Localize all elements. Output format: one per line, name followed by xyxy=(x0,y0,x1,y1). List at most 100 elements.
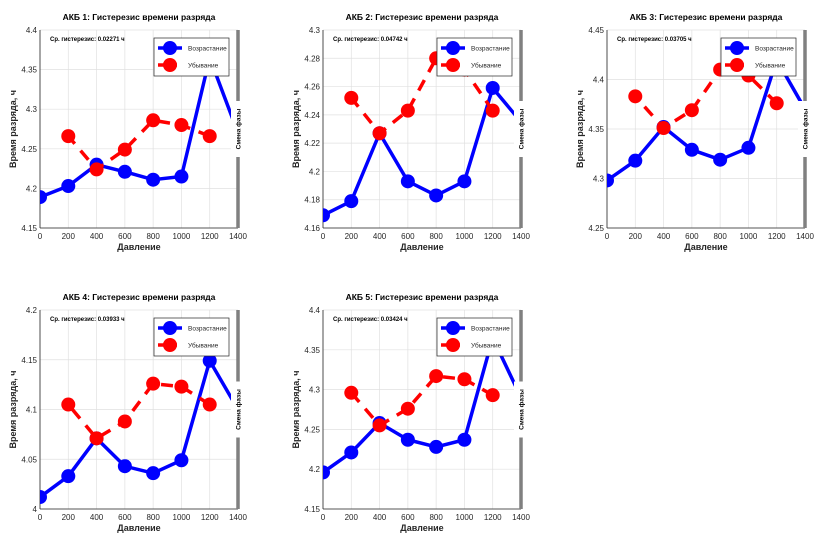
y-tick-label: 4.3 xyxy=(26,105,38,114)
x-tick-label: 1000 xyxy=(456,232,474,241)
y-tick-label: 4.4 xyxy=(26,26,38,35)
x-tick-label: 600 xyxy=(118,513,132,522)
data-point-increasing xyxy=(628,153,643,168)
data-point-increasing xyxy=(457,432,472,447)
y-axis-label: Время разряда, ч xyxy=(291,90,301,168)
x-tick-label: 1000 xyxy=(456,513,474,522)
x-tick-label: 1400 xyxy=(229,513,247,522)
data-point-increasing xyxy=(684,142,699,157)
data-point-increasing xyxy=(429,188,444,203)
data-point-increasing xyxy=(61,469,76,484)
y-tick-label: 4.45 xyxy=(588,26,604,35)
data-point-increasing xyxy=(344,194,359,209)
legend-marker xyxy=(730,41,744,55)
y-tick-label: 4.25 xyxy=(304,425,320,434)
y-tick-label: 4.4 xyxy=(593,76,605,85)
legend-marker xyxy=(163,321,177,335)
x-tick-label: 800 xyxy=(146,232,160,241)
legend-label: Убывание xyxy=(471,62,502,70)
x-tick-label: 1200 xyxy=(484,513,502,522)
data-point-increasing xyxy=(429,439,444,454)
y-axis-label: Время разряда, ч xyxy=(575,90,585,168)
y-tick-label: 4 xyxy=(33,505,38,514)
phase-label-bg xyxy=(231,101,246,157)
x-tick-label: 1200 xyxy=(768,232,786,241)
data-point-increasing xyxy=(117,459,132,474)
x-tick-label: 200 xyxy=(629,232,643,241)
phase-change-label: Смена фазы xyxy=(519,108,526,149)
y-tick-label: 4.28 xyxy=(304,54,320,63)
y-tick-label: 4.3 xyxy=(309,26,321,35)
legend-marker xyxy=(446,321,460,335)
x-tick-label: 0 xyxy=(321,232,326,241)
legend: Возрастание Убывание xyxy=(436,317,513,357)
subplot-5: 0 200 400 600 800 1000 1200 1400 4.15 4.2 4.25 4.3 4… xyxy=(291,292,530,533)
hysteresis-annotation: Ср. гистерезис: 0.02271 ч xyxy=(50,37,125,43)
legend-marker xyxy=(163,58,177,72)
y-tick-label: 4.35 xyxy=(588,125,604,134)
y-axis-label: Время разряда, ч xyxy=(8,371,18,449)
data-point-decreasing xyxy=(344,385,359,400)
x-tick-label: 1000 xyxy=(173,513,191,522)
y-tick-label: 4.3 xyxy=(593,175,605,184)
y-tick-label: 4.2 xyxy=(26,184,38,193)
x-tick-label: 0 xyxy=(38,232,43,241)
x-tick-label: 1400 xyxy=(796,232,814,241)
data-point-decreasing xyxy=(485,103,500,118)
data-point-increasing xyxy=(344,445,359,460)
data-point-increasing xyxy=(146,172,161,187)
data-point-decreasing xyxy=(457,372,472,387)
y-tick-label: 4.22 xyxy=(304,139,320,148)
data-point-increasing xyxy=(174,453,189,468)
y-tick-label: 4.1 xyxy=(26,406,38,415)
data-point-decreasing xyxy=(146,376,161,391)
series-group xyxy=(323,330,521,480)
x-axis-label: Давление xyxy=(400,523,443,533)
x-tick-label: 600 xyxy=(685,232,699,241)
y-tick-label: 4.26 xyxy=(304,83,320,92)
data-point-increasing xyxy=(323,465,330,480)
x-tick-label: 400 xyxy=(373,513,387,522)
x-axis-label: Давление xyxy=(117,523,160,533)
data-point-increasing xyxy=(61,179,76,194)
legend-label: Возрастание xyxy=(471,326,510,333)
series-group xyxy=(40,353,238,505)
legend-marker xyxy=(446,338,460,352)
y-tick-label: 4.2 xyxy=(309,465,321,474)
data-point-decreasing xyxy=(628,89,643,104)
phase-change-label: Смена фазы xyxy=(236,389,243,430)
data-point-increasing xyxy=(457,174,472,189)
legend-marker xyxy=(446,41,460,55)
data-point-decreasing xyxy=(684,103,699,118)
subplot-4: 0 200 400 600 800 1000 1200 1400 4 4.05 4.1 4.15 4.2… xyxy=(8,292,247,533)
data-point-increasing xyxy=(741,140,756,155)
chart-title: АКБ 3: Гистерезис времени разряда xyxy=(630,12,783,22)
data-point-decreasing xyxy=(400,401,415,416)
data-point-decreasing xyxy=(117,142,132,157)
legend: Возрастание Убывание xyxy=(720,37,797,77)
data-point-decreasing xyxy=(202,129,217,144)
legend: Возрастание Убывание xyxy=(436,37,513,77)
y-axis-label: Время разряда, ч xyxy=(291,371,301,449)
y-tick-label: 4.3 xyxy=(309,386,321,395)
data-point-decreasing xyxy=(174,118,189,133)
x-tick-label: 600 xyxy=(118,232,132,241)
data-point-increasing xyxy=(713,152,728,167)
x-tick-label: 0 xyxy=(605,232,610,241)
data-point-decreasing xyxy=(146,113,161,128)
data-point-decreasing xyxy=(61,397,76,412)
x-axis-label: Давление xyxy=(117,242,160,252)
x-tick-label: 800 xyxy=(146,513,160,522)
legend-label: Убывание xyxy=(188,342,219,350)
phase-label-bg xyxy=(514,101,529,157)
data-point-decreasing xyxy=(117,414,132,429)
data-point-increasing xyxy=(323,208,330,223)
legend: Возрастание Убывание xyxy=(153,37,230,77)
hysteresis-annotation: Ср. гистерезис: 0.04742 ч xyxy=(333,37,408,43)
y-axis-label: Время разряда, ч xyxy=(8,90,18,168)
data-point-increasing xyxy=(40,490,47,505)
chart-title: АКБ 4: Гистерезис времени разряда xyxy=(63,292,216,302)
y-tick-label: 4.25 xyxy=(588,224,604,233)
x-tick-label: 1400 xyxy=(512,513,530,522)
